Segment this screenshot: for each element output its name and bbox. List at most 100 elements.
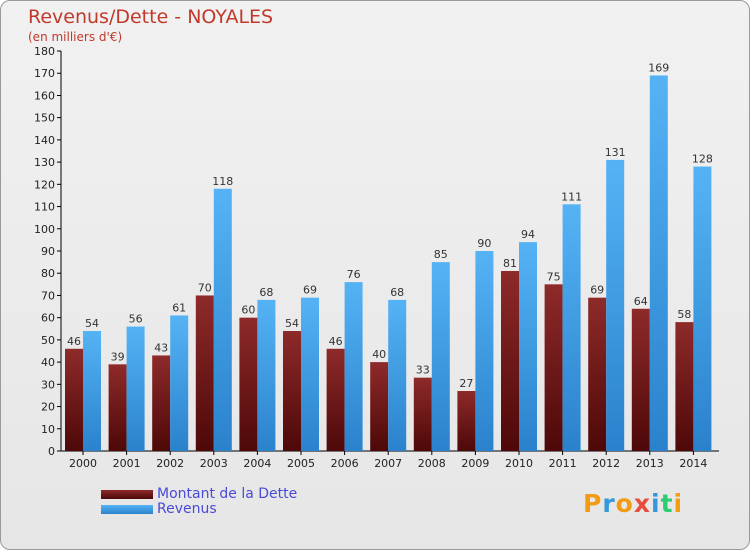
data-label-debt: 27 xyxy=(459,377,473,390)
x-tick-label: 2011 xyxy=(549,457,577,470)
x-tick-label: 2004 xyxy=(243,457,271,470)
data-label-revenue: 54 xyxy=(85,317,99,330)
bar-debt xyxy=(457,391,476,451)
chart-title: Revenus/Dette - NOYALES xyxy=(28,6,274,28)
bar-revenue xyxy=(562,204,581,451)
y-tick-label: 0 xyxy=(48,445,55,458)
data-label-debt: 69 xyxy=(590,284,604,297)
y-tick-label: 130 xyxy=(34,156,55,169)
bar-revenue xyxy=(649,75,668,451)
y-tick-label: 30 xyxy=(41,378,55,391)
bar-revenue xyxy=(83,331,101,451)
bar-debt xyxy=(65,348,83,451)
data-label-revenue: 131 xyxy=(605,146,626,159)
bar-debt xyxy=(370,362,389,451)
chart-subtitle: (en milliers d'€) xyxy=(28,30,123,44)
x-tick-label: 2012 xyxy=(592,457,620,470)
x-tick-label: 2007 xyxy=(374,457,402,470)
bar-debt xyxy=(239,317,258,451)
bar-revenue xyxy=(388,299,407,451)
x-tick-label: 2009 xyxy=(461,457,489,470)
bar-debt xyxy=(588,297,607,451)
data-label-debt: 54 xyxy=(285,317,299,330)
data-label-revenue: 69 xyxy=(303,284,317,297)
bar-debt xyxy=(413,377,432,451)
y-tick-label: 40 xyxy=(41,356,55,369)
bar-revenue xyxy=(519,242,537,451)
data-label-debt: 60 xyxy=(241,304,255,317)
y-tick-label: 100 xyxy=(34,223,55,236)
data-label-debt: 81 xyxy=(503,257,517,270)
data-label-debt: 58 xyxy=(677,308,691,321)
data-label-revenue: 56 xyxy=(129,313,143,326)
proxiti-logo: Proxiti xyxy=(583,489,683,518)
logo-letter: P xyxy=(583,489,603,518)
x-tick-label: 2014 xyxy=(679,457,707,470)
data-label-debt: 40 xyxy=(372,348,386,361)
y-tick-label: 120 xyxy=(34,178,55,191)
y-tick-label: 110 xyxy=(34,201,55,214)
y-tick-label: 150 xyxy=(34,112,55,125)
bar-revenue xyxy=(301,297,319,451)
legend-swatch-debt xyxy=(101,490,153,499)
bar-revenue xyxy=(431,262,450,451)
bar-revenue xyxy=(606,159,625,451)
data-label-debt: 46 xyxy=(329,335,343,348)
y-tick-label: 50 xyxy=(41,334,55,347)
y-tick-label: 10 xyxy=(41,423,55,436)
logo-letter: i xyxy=(651,489,661,518)
data-label-revenue: 169 xyxy=(648,61,669,74)
data-label-revenue: 90 xyxy=(477,237,491,250)
bar-debt xyxy=(326,348,345,451)
bar-debt xyxy=(108,364,127,451)
x-tick-label: 2000 xyxy=(69,457,97,470)
x-tick-label: 2010 xyxy=(505,457,533,470)
data-label-debt: 39 xyxy=(111,350,125,363)
x-tick-label: 2001 xyxy=(113,457,141,470)
legend-label-revenue: Revenus xyxy=(157,501,217,517)
y-tick-label: 20 xyxy=(41,401,55,414)
data-label-revenue: 68 xyxy=(390,286,404,299)
y-tick-label: 70 xyxy=(41,289,55,302)
data-label-revenue: 118 xyxy=(212,175,233,188)
bar-debt xyxy=(675,322,694,451)
x-tick-label: 2013 xyxy=(636,457,664,470)
logo-letter: x xyxy=(633,489,651,518)
x-tick-label: 2006 xyxy=(331,457,359,470)
logo-letter: o xyxy=(615,489,634,518)
data-label-revenue: 111 xyxy=(561,190,582,203)
bar-revenue xyxy=(213,188,232,451)
data-label-debt: 46 xyxy=(67,335,81,348)
y-tick-label: 160 xyxy=(34,89,55,102)
bar-debt xyxy=(283,331,301,451)
bar-debt xyxy=(631,308,650,451)
data-label-debt: 75 xyxy=(547,270,561,283)
legend-swatch-revenue xyxy=(101,505,153,514)
bar-revenue xyxy=(344,282,363,451)
data-label-debt: 43 xyxy=(154,341,168,354)
y-tick-label: 60 xyxy=(41,312,55,325)
data-label-revenue: 68 xyxy=(259,286,273,299)
y-tick-label: 80 xyxy=(41,267,55,280)
data-label-revenue: 76 xyxy=(347,268,361,281)
data-label-revenue: 128 xyxy=(692,153,713,166)
data-label-debt: 33 xyxy=(416,364,430,377)
bar-revenue xyxy=(257,299,276,451)
x-tick-label: 2003 xyxy=(200,457,228,470)
data-label-revenue: 85 xyxy=(434,248,448,261)
bar-debt xyxy=(544,284,563,451)
x-tick-label: 2008 xyxy=(418,457,446,470)
x-tick-label: 2002 xyxy=(156,457,184,470)
bar-revenue xyxy=(693,166,712,452)
x-tick-label: 2005 xyxy=(287,457,315,470)
data-label-debt: 64 xyxy=(634,295,648,308)
bar-debt xyxy=(152,355,171,451)
y-tick-label: 90 xyxy=(41,245,55,258)
logo-letter: t xyxy=(660,489,674,518)
y-tick-label: 180 xyxy=(34,45,55,58)
data-label-debt: 70 xyxy=(198,281,212,294)
legend-label-debt: Montant de la Dette xyxy=(157,486,298,502)
logo-letter: r xyxy=(602,489,616,518)
